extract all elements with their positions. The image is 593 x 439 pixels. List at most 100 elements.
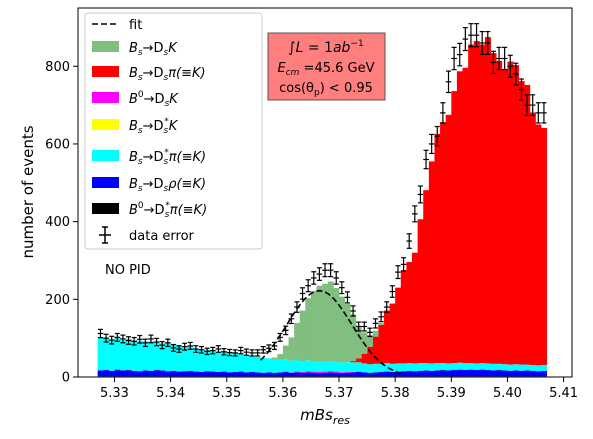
bar-bs_dsstarpi-53 — [395, 363, 401, 371]
bar-bs_dsstarpi-75 — [519, 365, 525, 371]
bar-bs_dsk-35 — [294, 323, 300, 360]
bar-bs_dsrho-18 — [199, 372, 205, 376]
bar-bs_dsstarpi-28 — [255, 357, 261, 373]
bar-bs_dsstarpi-42 — [333, 362, 339, 372]
bar-bs_dsrho-20 — [210, 372, 216, 377]
bar-bs_dsrho-73 — [507, 371, 513, 376]
bar-bs_dsrho-38 — [311, 373, 317, 377]
data-point-27 — [249, 350, 255, 356]
bar-bs_dsstarpi-64 — [457, 363, 463, 370]
bar-bs_dsstarpi-61 — [440, 363, 446, 370]
legend-label-b0_dsk: B0→DsK — [129, 90, 179, 109]
data-point-0 — [98, 329, 104, 337]
bar-bs_dspi-74 — [513, 65, 519, 364]
bar-bs_dsstarpi-0 — [98, 337, 104, 370]
bar-b0_dsk-41 — [328, 371, 334, 372]
bar-bs_dsrho-58 — [423, 370, 429, 376]
bar-bs_dsstarpi-39 — [317, 361, 323, 371]
bar-bs_dsstarpi-41 — [328, 361, 334, 371]
bar-bs_dsrho-79 — [541, 371, 547, 376]
annotation-line-3: cos(θp) < 0.95 — [279, 81, 373, 98]
bar-bs_dsrho-49 — [373, 372, 379, 376]
data-point-62 — [446, 71, 452, 92]
bar-bs_dsk-32 — [277, 354, 283, 360]
bar-b0_dsk-35 — [294, 372, 300, 373]
data-point-41 — [328, 264, 334, 277]
bar-bs_dsstarpi-70 — [491, 364, 497, 371]
bar-bs_dsstarpi-62 — [446, 363, 452, 370]
bar-bs_dsrho-8 — [143, 370, 149, 376]
bar-bs_dsrho-54 — [401, 371, 407, 376]
bar-bs_dsrho-42 — [333, 373, 339, 377]
bar-bs_dspi-53 — [395, 288, 401, 364]
bar-bs_dsstarpi-32 — [277, 360, 283, 372]
bar-bs_dsstarpi-48 — [367, 364, 373, 373]
data-point-54 — [401, 258, 407, 271]
no-pid-annotation: NO PID — [105, 263, 151, 278]
bar-bs_dsrho-22 — [221, 372, 227, 377]
bar-bs_dsstarpi-21 — [216, 352, 222, 372]
bar-bs_dsstarpi-25 — [238, 354, 244, 372]
bar-bs_dsrho-52 — [390, 372, 396, 376]
bar-bs_dsstarpi-69 — [485, 363, 491, 370]
data-point-72 — [502, 47, 508, 69]
legend-swatch-bs_dsstarpi — [92, 150, 119, 161]
bar-bs_dsrho-67 — [474, 370, 480, 376]
bar-bs_dsstarpi-15 — [182, 348, 188, 371]
bar-bs_dsk-39 — [317, 286, 323, 362]
data-point-77 — [530, 95, 536, 116]
data-point-21 — [216, 346, 222, 353]
data-point-55 — [406, 234, 412, 249]
bar-bs_dsrho-15 — [182, 371, 188, 376]
bar-b0_dsk-36 — [300, 372, 306, 373]
bar-bs_dspi-64 — [457, 71, 463, 362]
bar-b0_dsk-40 — [322, 372, 328, 373]
bar-bs_dsrho-78 — [536, 371, 542, 376]
bar-bs_dsk-31 — [272, 358, 278, 360]
bar-bs_dsrho-31 — [272, 373, 278, 377]
data-point-42 — [333, 272, 339, 284]
bar-bs_dspi-61 — [440, 122, 446, 363]
bar-bs_dsrho-16 — [187, 371, 193, 376]
data-point-59 — [429, 134, 435, 153]
bar-bs_dsrho-46 — [356, 372, 362, 376]
bar-bs_dsstarpi-1 — [103, 338, 109, 370]
y-tick-label: 400 — [45, 215, 70, 230]
bar-bs_dsrho-2 — [109, 371, 115, 376]
bar-bs_dsrho-10 — [154, 370, 160, 376]
annotation-box: ∫L = 1ab−1 Ecm =45.6 GeV cos(θp) < 0.95 — [268, 33, 385, 100]
bar-bs_dsstarpi-38 — [311, 361, 317, 371]
bar-bs_dsrho-35 — [294, 372, 300, 376]
bar-bs_dsrho-43 — [339, 373, 345, 376]
bar-b0_dsk-38 — [311, 372, 317, 373]
data-point-78 — [536, 103, 542, 123]
bar-bs_dsrho-72 — [502, 370, 508, 376]
bar-b0_dsk-44 — [345, 372, 351, 373]
bar-bs_dsrho-40 — [322, 373, 328, 377]
bar-bs_dsstarpi-9 — [148, 341, 154, 371]
bar-bs_dsstarpi-44 — [345, 362, 351, 372]
bar-bs_dsstarpi-46 — [356, 362, 362, 371]
bar-bs_dsstarpi-7 — [137, 341, 143, 371]
bar-bs_dsrho-34 — [289, 373, 295, 377]
bar-bs_dsrho-44 — [345, 373, 351, 377]
bar-bs_dsstarpi-63 — [451, 363, 457, 370]
bar-b0_dsk-37 — [305, 371, 311, 372]
bar-bs_dsrho-48 — [367, 373, 373, 377]
bar-bs_dspi-71 — [496, 61, 502, 364]
data-point-36 — [300, 288, 306, 299]
bar-bs_dsrho-45 — [350, 372, 356, 376]
bar-bs_dsstarpi-57 — [418, 363, 424, 371]
legend-label-fit: fit — [129, 18, 142, 33]
bar-bs_dsrho-14 — [176, 372, 182, 377]
data-point-25 — [238, 347, 244, 353]
bar-b0_dsk-39 — [317, 372, 323, 373]
legend: fitBs→DsKBs→Dsπ(≡K)B0→DsKBs→Ds*KBs→Ds*π(… — [85, 13, 262, 249]
bar-bs_dsrho-69 — [485, 370, 491, 376]
bar-bs_dspi-76 — [524, 85, 530, 365]
bar-bs_dsrho-4 — [120, 370, 126, 376]
bar-bs_dsrho-30 — [266, 372, 272, 376]
data-point-49 — [373, 319, 379, 328]
data-point-56 — [412, 206, 418, 222]
